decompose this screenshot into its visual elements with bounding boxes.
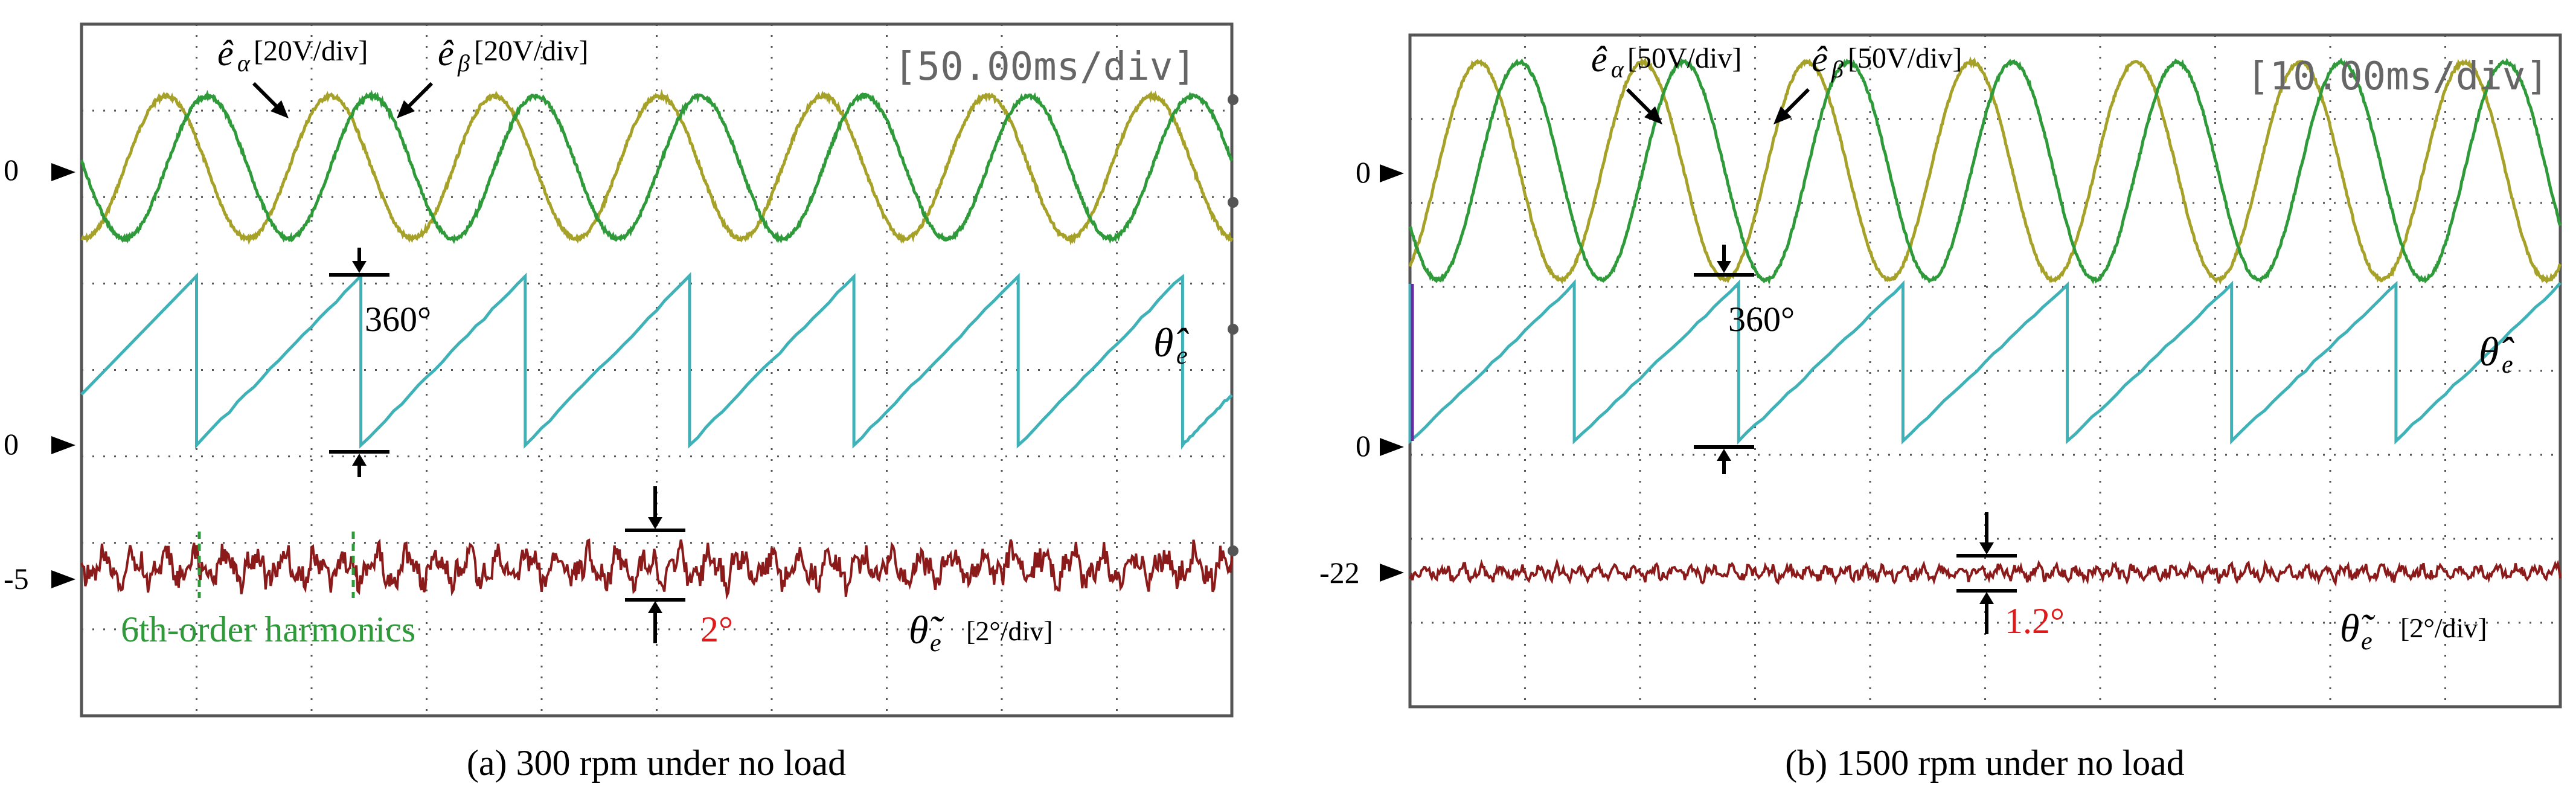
error-span-arrow-top-b [1979, 542, 1994, 554]
marker-emf-arrow-a [51, 163, 75, 181]
caption-label-b: (b) [1785, 743, 1827, 783]
ealpha-subscript-b: α [1611, 56, 1624, 83]
error-span-arrow-bottom-b [1979, 592, 1994, 604]
ealpha-scale-b: [50V/div] [1627, 42, 1741, 74]
panel-a: 0 0 -5 [50.00ms/div] ê α [20V/div] ê β [… [4, 22, 1238, 718]
marker-emf-zero-a: 0 [4, 153, 19, 187]
ealpha-arrowhead-b [1644, 106, 1662, 124]
ealpha-scale-a: [20V/div] [254, 35, 368, 67]
marker-emf-zero-b: 0 [1356, 155, 1371, 189]
marker-error-arrow-a [51, 570, 75, 588]
angle-span-arrow-top-b [1717, 261, 1731, 273]
ebeta-scale-b: [50V/div] [1848, 42, 1962, 74]
series-ealpha-b [1408, 56, 2562, 285]
ebeta-symbol-a: ê [438, 33, 454, 73]
theta-hat-subscript-a: e [1176, 342, 1188, 370]
error-span-label-b: 1.2° [2005, 601, 2065, 641]
theta-hat-subscript-b: e [2502, 351, 2513, 379]
series-theta-error-a [80, 538, 1233, 600]
traces-a [80, 88, 1238, 600]
angle-span-label-b: 360° [1728, 300, 1795, 339]
series-ebeta-b [1408, 57, 2562, 285]
harmonics-label-a: 6th-order harmonics [121, 609, 415, 649]
ealpha-symbol-a: ê [217, 33, 234, 73]
timebase-label-a: [50.00ms/div] [894, 45, 1196, 89]
ealpha-arrowhead-a [271, 100, 289, 118]
caption-b: (b) 1500 rpm under no load [1785, 743, 2185, 783]
marker-error-arrow-b [1380, 564, 1404, 582]
angle-span-arrow-bottom-a [352, 454, 367, 466]
angle-span-label-a: 360° [365, 300, 431, 339]
angle-span-arrow-bottom-b [1717, 449, 1731, 461]
series-ebeta-a [80, 89, 1234, 245]
error-span-label-a: 2° [700, 609, 733, 649]
error-span-marker-a [625, 486, 685, 643]
error-span-marker-b [1956, 512, 2017, 634]
ealpha-symbol-b: ê [1591, 39, 1607, 79]
marker-theta-arrow-b [1380, 438, 1404, 456]
theta-tilde-scale-b: [2°/div] [2400, 612, 2487, 643]
ebeta-subscript-b: β [1831, 56, 1844, 83]
error-span-arrow-top-a [648, 517, 662, 529]
angle-span-marker-b [1694, 245, 1754, 474]
caption-text-a: 300 rpm under no load [516, 743, 847, 783]
series-theta-hat-a [80, 272, 1233, 450]
marker-emf-arrow-b [1380, 164, 1404, 182]
marker-error-offset-b: -22 [1319, 556, 1360, 590]
caption-text-b: 1500 rpm under no load [1836, 743, 2185, 783]
channel-dot-a [1228, 94, 1238, 105]
angle-span-arrow-top-a [352, 261, 367, 273]
ebeta-scale-a: [20V/div] [474, 35, 588, 67]
ebeta-arrowhead-b [1773, 106, 1792, 124]
marker-theta-zero-b: 0 [1356, 429, 1371, 463]
marker-theta-zero-a: 0 [4, 427, 19, 461]
ebeta-subscript-a: β [457, 50, 470, 77]
channel-dot-a [1228, 324, 1238, 335]
ealpha-subscript-a: α [237, 50, 251, 77]
series-ealpha-a [80, 88, 1234, 246]
marker-theta-arrow-a [51, 436, 75, 454]
caption-label-a: (a) [467, 743, 507, 783]
caption-a: (a) 300 rpm under no load [467, 743, 846, 783]
timebase-label-b: [10.00ms/div] [2246, 54, 2549, 99]
ebeta-symbol-b: ê [1812, 39, 1828, 79]
error-span-arrow-bottom-a [648, 601, 662, 613]
theta-tilde-scale-a: [2°/div] [966, 616, 1053, 646]
theta-tilde-subscript-b: e [2361, 628, 2373, 655]
series-theta-hat-b [1408, 278, 2562, 445]
panel-b: 0 0 -22 [10.00ms/div] ê α [50V/div] ê β … [1319, 33, 2562, 709]
theta-tilde-subscript-a: e [930, 629, 941, 657]
channel-dot-a [1228, 197, 1238, 208]
channel-dot-a [1228, 545, 1238, 556]
ebeta-arrowhead-a [397, 100, 415, 118]
marker-error-offset-a: -5 [4, 562, 29, 596]
traces-b [1408, 56, 2562, 587]
series-theta-error-b [1409, 558, 2562, 587]
